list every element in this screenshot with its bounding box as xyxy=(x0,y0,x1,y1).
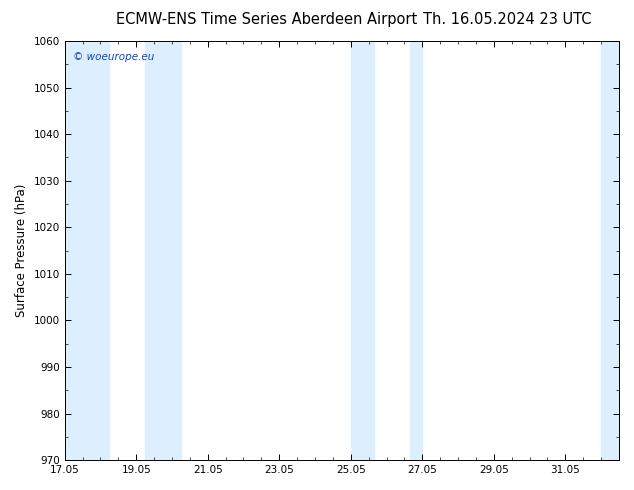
Text: © woeurope.eu: © woeurope.eu xyxy=(73,51,154,62)
Bar xyxy=(65,41,110,460)
Bar xyxy=(351,41,374,460)
Text: ECMW-ENS Time Series Aberdeen Airport: ECMW-ENS Time Series Aberdeen Airport xyxy=(115,12,417,27)
Bar xyxy=(601,41,619,460)
Bar xyxy=(410,41,422,460)
Bar xyxy=(145,41,181,460)
Text: Th. 16.05.2024 23 UTC: Th. 16.05.2024 23 UTC xyxy=(423,12,592,27)
Y-axis label: Surface Pressure (hPa): Surface Pressure (hPa) xyxy=(15,184,28,318)
